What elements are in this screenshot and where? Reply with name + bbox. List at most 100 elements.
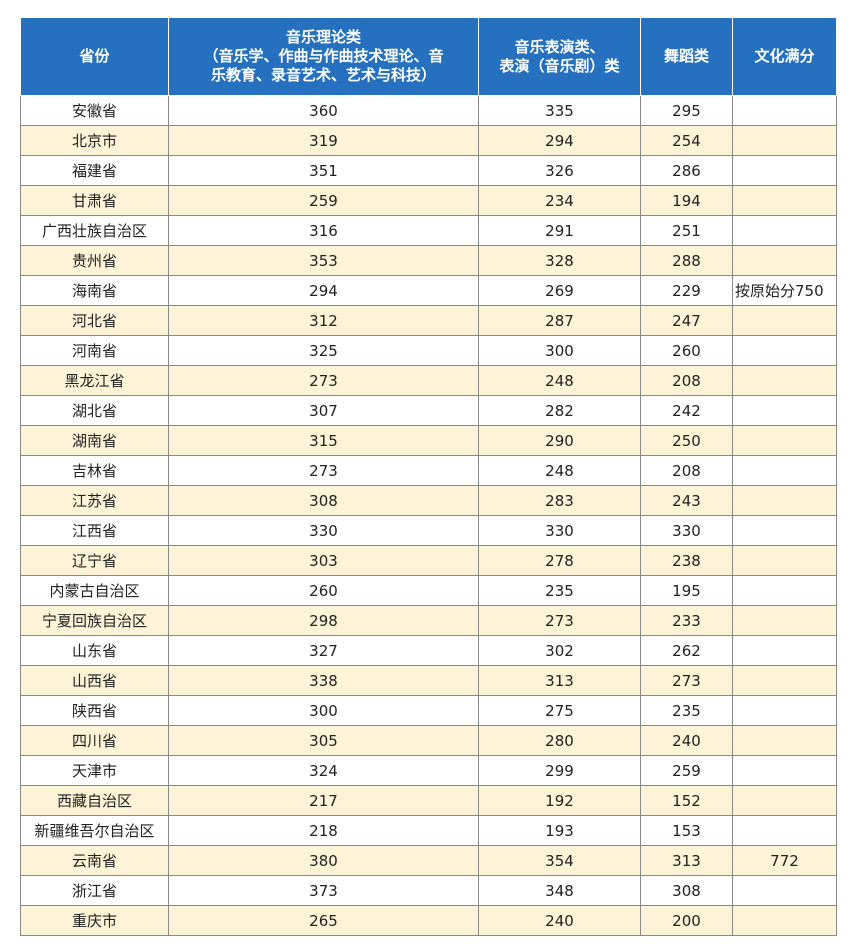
- cell-dance: 243: [640, 485, 733, 516]
- cell-music-theory: 265: [168, 905, 479, 936]
- cell-music-theory: 330: [168, 515, 479, 546]
- cell-full-score: [732, 755, 837, 786]
- cell-dance: 308: [640, 875, 733, 906]
- cell-dance: 313: [640, 845, 733, 876]
- cell-performance: 193: [478, 815, 641, 846]
- cell-performance: 248: [478, 455, 641, 486]
- cell-full-score: [732, 305, 837, 336]
- score-table-container: 省份 音乐理论类 （音乐学、作曲与作曲技术理论、音 乐教育、录音艺术、艺术与科技…: [20, 17, 837, 936]
- cell-performance: 278: [478, 545, 641, 576]
- cell-dance: 152: [640, 785, 733, 816]
- cell-dance: 273: [640, 665, 733, 696]
- header-music-theory-line-1: 音乐理论类: [285, 28, 361, 46]
- cell-music-theory: 303: [168, 545, 479, 576]
- cell-music-theory: 312: [168, 305, 479, 336]
- table-header: 省份 音乐理论类 （音乐学、作曲与作曲技术理论、音 乐教育、录音艺术、艺术与科技…: [20, 17, 837, 96]
- cell-full-score: [732, 425, 837, 456]
- cell-province: 江西省: [20, 515, 169, 546]
- cell-province: 四川省: [20, 725, 169, 756]
- cell-music-theory: 298: [168, 605, 479, 636]
- cell-dance: 286: [640, 155, 733, 186]
- cell-music-theory: 316: [168, 215, 479, 246]
- cell-music-theory: 338: [168, 665, 479, 696]
- cell-full-score: [732, 95, 837, 126]
- table-row: 新疆维吾尔自治区 218 193 153: [20, 815, 837, 846]
- header-performance: 音乐表演类、 表演（音乐剧）类: [478, 17, 641, 96]
- cell-province: 山东省: [20, 635, 169, 666]
- cell-full-score: [732, 875, 837, 906]
- table-row: 贵州省 353 328 288: [20, 245, 837, 276]
- table-row: 安徽省 360 335 295: [20, 95, 837, 126]
- table-row: 湖南省 315 290 250: [20, 425, 837, 456]
- cell-performance: 280: [478, 725, 641, 756]
- cell-music-theory: 327: [168, 635, 479, 666]
- cell-full-score: [732, 905, 837, 936]
- cell-performance: 287: [478, 305, 641, 336]
- cell-province: 海南省: [20, 275, 169, 306]
- cell-performance: 235: [478, 575, 641, 606]
- cell-performance: 335: [478, 95, 641, 126]
- header-performance-line-2: 表演（音乐剧）类: [499, 56, 620, 75]
- cell-music-theory: 319: [168, 125, 479, 156]
- cell-dance: 200: [640, 905, 733, 936]
- cell-province: 广西壮族自治区: [20, 215, 169, 246]
- cell-dance: 262: [640, 635, 733, 666]
- cell-dance: 153: [640, 815, 733, 846]
- table-row: 河南省 325 300 260: [20, 335, 837, 366]
- cell-full-score: [732, 665, 837, 696]
- table-row: 西藏自治区 217 192 152: [20, 785, 837, 816]
- cell-full-score: [732, 605, 837, 636]
- table-row: 四川省 305 280 240: [20, 725, 837, 756]
- header-dance: 舞蹈类: [640, 17, 733, 96]
- cell-performance: 273: [478, 605, 641, 636]
- table-row: 重庆市 265 240 200: [20, 905, 837, 936]
- cell-full-score: [732, 815, 837, 846]
- cell-full-score: [732, 335, 837, 366]
- cell-performance: 354: [478, 845, 641, 876]
- cell-performance: 240: [478, 905, 641, 936]
- cell-province: 重庆市: [20, 905, 169, 936]
- cell-full-score: [732, 725, 837, 756]
- table-row: 北京市 319 294 254: [20, 125, 837, 156]
- cell-music-theory: 308: [168, 485, 479, 516]
- cell-dance: 233: [640, 605, 733, 636]
- table-row: 甘肃省 259 234 194: [20, 185, 837, 216]
- cell-music-theory: 294: [168, 275, 479, 306]
- table-row: 海南省 294 269 229 按原始分750: [20, 275, 837, 306]
- cell-performance: 248: [478, 365, 641, 396]
- cell-province: 云南省: [20, 845, 169, 876]
- table-row: 河北省 312 287 247: [20, 305, 837, 336]
- cell-dance: 260: [640, 335, 733, 366]
- cell-music-theory: 273: [168, 365, 479, 396]
- table-row: 天津市 324 299 259: [20, 755, 837, 786]
- header-province: 省份: [20, 17, 169, 96]
- cell-dance: 250: [640, 425, 733, 456]
- cell-full-score: [732, 785, 837, 816]
- cell-dance: 254: [640, 125, 733, 156]
- cell-music-theory: 217: [168, 785, 479, 816]
- cell-music-theory: 325: [168, 335, 479, 366]
- cell-province: 安徽省: [20, 95, 169, 126]
- cell-music-theory: 353: [168, 245, 479, 276]
- cell-full-score: [732, 215, 837, 246]
- cell-performance: 299: [478, 755, 641, 786]
- cell-performance: 291: [478, 215, 641, 246]
- cell-music-theory: 351: [168, 155, 479, 186]
- cell-dance: 295: [640, 95, 733, 126]
- cell-performance: 290: [478, 425, 641, 456]
- table-row: 辽宁省 303 278 238: [20, 545, 837, 576]
- cell-province: 黑龙江省: [20, 365, 169, 396]
- cell-music-theory: 300: [168, 695, 479, 726]
- cell-dance: 208: [640, 365, 733, 396]
- cell-music-theory: 380: [168, 845, 479, 876]
- cell-province: 宁夏回族自治区: [20, 605, 169, 636]
- cell-province: 北京市: [20, 125, 169, 156]
- cell-dance: 208: [640, 455, 733, 486]
- cell-full-score: 按原始分750: [732, 275, 837, 306]
- cell-music-theory: 259: [168, 185, 479, 216]
- cell-province: 湖南省: [20, 425, 169, 456]
- cell-performance: 302: [478, 635, 641, 666]
- cell-performance: 275: [478, 695, 641, 726]
- table-row: 黑龙江省 273 248 208: [20, 365, 837, 396]
- cell-music-theory: 305: [168, 725, 479, 756]
